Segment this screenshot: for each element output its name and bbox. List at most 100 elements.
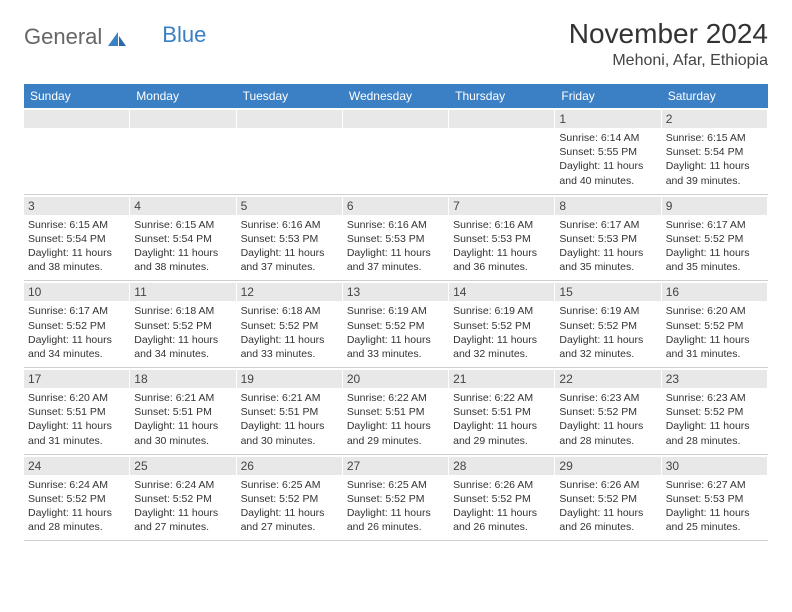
day-cell: 28Sunrise: 6:26 AMSunset: 5:52 PMDayligh… [449, 455, 555, 541]
day-cell: 24Sunrise: 6:24 AMSunset: 5:52 PMDayligh… [24, 455, 130, 541]
sunrise-text: Sunrise: 6:21 AM [241, 391, 338, 405]
day-number [343, 110, 448, 128]
daylight-text: Daylight: 11 hours and 28 minutes. [559, 419, 656, 447]
day-number: 7 [449, 197, 554, 215]
day-cell: 18Sunrise: 6:21 AMSunset: 5:51 PMDayligh… [130, 368, 236, 454]
sunset-text: Sunset: 5:51 PM [241, 405, 338, 419]
day-number: 26 [237, 457, 342, 475]
daylight-text: Daylight: 11 hours and 37 minutes. [241, 246, 338, 274]
sunrise-text: Sunrise: 6:18 AM [134, 304, 231, 318]
day-number: 9 [662, 197, 767, 215]
day-cell: 6Sunrise: 6:16 AMSunset: 5:53 PMDaylight… [343, 195, 449, 281]
sunset-text: Sunset: 5:52 PM [559, 319, 656, 333]
day-cell: 11Sunrise: 6:18 AMSunset: 5:52 PMDayligh… [130, 281, 236, 367]
sunrise-text: Sunrise: 6:22 AM [347, 391, 444, 405]
day-number [237, 110, 342, 128]
day-cell: 30Sunrise: 6:27 AMSunset: 5:53 PMDayligh… [662, 455, 768, 541]
sunrise-text: Sunrise: 6:17 AM [28, 304, 125, 318]
sunset-text: Sunset: 5:52 PM [559, 405, 656, 419]
daylight-text: Daylight: 11 hours and 31 minutes. [666, 333, 763, 361]
day-number: 28 [449, 457, 554, 475]
day-cell: 22 Sunrise: 6:23 AMSunset: 5:52 PMDayligh… [555, 368, 661, 454]
day-cell: 21Sunrise: 6:22 AMSunset: 5:51 PMDayligh… [449, 368, 555, 454]
sunset-text: Sunset: 5:53 PM [453, 232, 550, 246]
day-number: 30 [662, 457, 767, 475]
day-cell [24, 108, 130, 194]
sunrise-text: Sunrise: 6:15 AM [134, 218, 231, 232]
daylight-text: Daylight: 11 hours and 36 minutes. [453, 246, 550, 274]
calendar-grid: SundayMondayTuesdayWednesdayThursdayFrid… [24, 84, 768, 541]
sunrise-text: Sunrise: 6:23 AM [666, 391, 763, 405]
sunset-text: Sunset: 5:55 PM [559, 145, 656, 159]
sunrise-text: Sunrise: 6:21 AM [134, 391, 231, 405]
sunset-text: Sunset: 5:51 PM [347, 405, 444, 419]
day-cell: 19Sunrise: 6:21 AMSunset: 5:51 PMDayligh… [237, 368, 343, 454]
sunset-text: Sunset: 5:53 PM [241, 232, 338, 246]
day-cell: 13Sunrise: 6:19 AMSunset: 5:52 PMDayligh… [343, 281, 449, 367]
sunset-text: Sunset: 5:52 PM [453, 492, 550, 506]
sunset-text: Sunset: 5:52 PM [666, 319, 763, 333]
day-cell [343, 108, 449, 194]
day-cell [449, 108, 555, 194]
sunrise-text: Sunrise: 6:23 AM [559, 391, 656, 405]
daylight-text: Daylight: 11 hours and 29 minutes. [453, 419, 550, 447]
sunrise-text: Sunrise: 6:15 AM [666, 131, 763, 145]
sunset-text: Sunset: 5:52 PM [28, 319, 125, 333]
day-number: 17 [24, 370, 129, 388]
sunrise-text: Sunrise: 6:26 AM [453, 478, 550, 492]
day-cell: 10Sunrise: 6:17 AMSunset: 5:52 PMDayligh… [24, 281, 130, 367]
week-row: 1Sunrise: 6:14 AMSunset: 5:55 PMDaylight… [24, 108, 768, 195]
day-header-saturday: Saturday [662, 84, 768, 108]
sunrise-text: Sunrise: 6:19 AM [347, 304, 444, 318]
daylight-text: Daylight: 11 hours and 35 minutes. [559, 246, 656, 274]
day-header-sunday: Sunday [24, 84, 130, 108]
week-row: 17Sunrise: 6:20 AMSunset: 5:51 PMDayligh… [24, 368, 768, 455]
day-cell: 7 Sunrise: 6:16 AMSunset: 5:53 PMDaylight… [449, 195, 555, 281]
sunrise-text: Sunrise: 6:15 AM [28, 218, 125, 232]
daylight-text: Daylight: 11 hours and 33 minutes. [241, 333, 338, 361]
day-cell: 5Sunrise: 6:16 AMSunset: 5:53 PMDaylight… [237, 195, 343, 281]
sunrise-text: Sunrise: 6:16 AM [453, 218, 550, 232]
sunrise-text: Sunrise: 6:25 AM [347, 478, 444, 492]
day-cell: 8Sunrise: 6:17 AMSunset: 5:53 PMDaylight… [555, 195, 661, 281]
sunrise-text: Sunrise: 6:24 AM [28, 478, 125, 492]
sunrise-text: Sunrise: 6:14 AM [559, 131, 656, 145]
day-number: 22 [555, 370, 660, 388]
day-number: 23 [662, 370, 767, 388]
sail-icon [106, 28, 128, 46]
day-number: 1 [555, 110, 660, 128]
day-number: 29 [555, 457, 660, 475]
day-cell: 4Sunrise: 6:15 AMSunset: 5:54 PMDaylight… [130, 195, 236, 281]
sunset-text: Sunset: 5:52 PM [134, 319, 231, 333]
sunset-text: Sunset: 5:51 PM [134, 405, 231, 419]
day-header-thursday: Thursday [449, 84, 555, 108]
sunset-text: Sunset: 5:52 PM [453, 319, 550, 333]
day-number: 6 [343, 197, 448, 215]
day-number: 14 [449, 283, 554, 301]
week-row: 3Sunrise: 6:15 AMSunset: 5:54 PMDaylight… [24, 195, 768, 282]
daylight-text: Daylight: 11 hours and 37 minutes. [347, 246, 444, 274]
day-number [449, 110, 554, 128]
day-header-friday: Friday [555, 84, 661, 108]
sunset-text: Sunset: 5:53 PM [666, 492, 763, 506]
day-number: 11 [130, 283, 235, 301]
day-cell: 3Sunrise: 6:15 AMSunset: 5:54 PMDaylight… [24, 195, 130, 281]
day-number: 24 [24, 457, 129, 475]
brand-part2: Blue [162, 22, 206, 48]
sunset-text: Sunset: 5:52 PM [347, 492, 444, 506]
daylight-text: Daylight: 11 hours and 31 minutes. [28, 419, 125, 447]
day-number: 18 [130, 370, 235, 388]
daylight-text: Daylight: 11 hours and 40 minutes. [559, 159, 656, 187]
daylight-text: Daylight: 11 hours and 28 minutes. [28, 506, 125, 534]
daylight-text: Daylight: 11 hours and 27 minutes. [241, 506, 338, 534]
day-cell: 14Sunrise: 6:19 AMSunset: 5:52 PMDayligh… [449, 281, 555, 367]
daylight-text: Daylight: 11 hours and 39 minutes. [666, 159, 763, 187]
sunrise-text: Sunrise: 6:19 AM [559, 304, 656, 318]
day-number [130, 110, 235, 128]
sunset-text: Sunset: 5:52 PM [559, 492, 656, 506]
brand-part1: General [24, 24, 102, 50]
daylight-text: Daylight: 11 hours and 26 minutes. [559, 506, 656, 534]
daylight-text: Daylight: 11 hours and 28 minutes. [666, 419, 763, 447]
day-number: 25 [130, 457, 235, 475]
day-number: 20 [343, 370, 448, 388]
